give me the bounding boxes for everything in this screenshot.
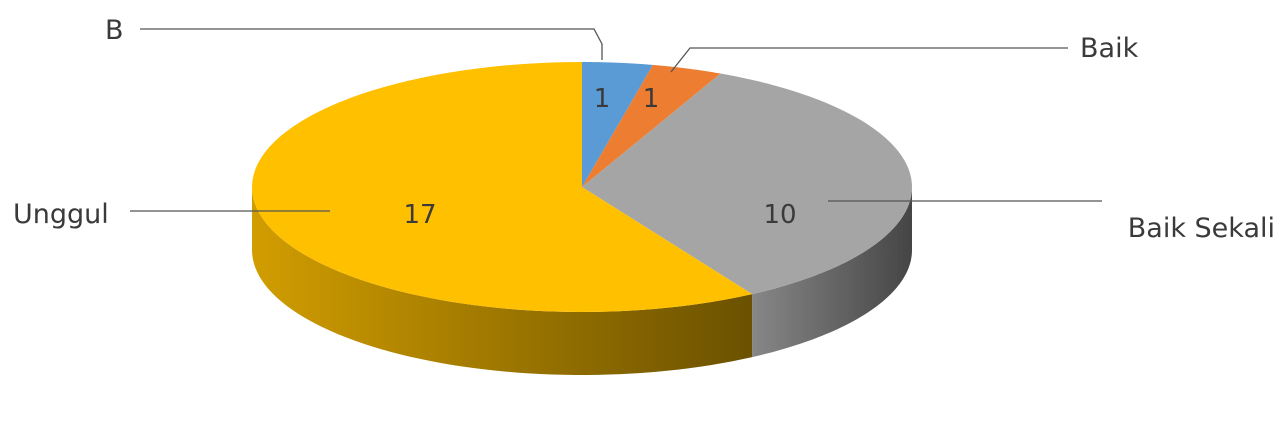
data-label-baik: 1 bbox=[643, 84, 660, 114]
pie-sides bbox=[252, 187, 912, 375]
leader-line-b bbox=[140, 28, 603, 60]
pie-slice-baik bbox=[582, 64, 721, 187]
category-label-baik-sekali: Baik Sekali bbox=[1128, 213, 1275, 244]
data-label-b: 1 bbox=[594, 84, 611, 114]
category-label-b: B bbox=[105, 15, 124, 46]
pie-side-baik-sekali bbox=[752, 187, 912, 358]
category-label-unggul: Unggul bbox=[13, 199, 109, 230]
pie-tops bbox=[252, 62, 912, 312]
leader-line-baik bbox=[670, 47, 1068, 73]
data-label-baik-sekali: 10 bbox=[763, 200, 796, 230]
chart-labels: 1 B 1 Baik 10 Baik Sekali 17 Unggul bbox=[13, 15, 1275, 244]
leader-lines bbox=[130, 28, 1102, 212]
pie-side-unggul bbox=[252, 187, 753, 375]
pie-slice-baik-sekali bbox=[582, 73, 912, 295]
pie-slice-unggul bbox=[252, 62, 753, 312]
pie-slice-b bbox=[582, 62, 653, 187]
category-label-baik: Baik bbox=[1080, 33, 1139, 64]
data-label-unggul: 17 bbox=[403, 200, 436, 230]
